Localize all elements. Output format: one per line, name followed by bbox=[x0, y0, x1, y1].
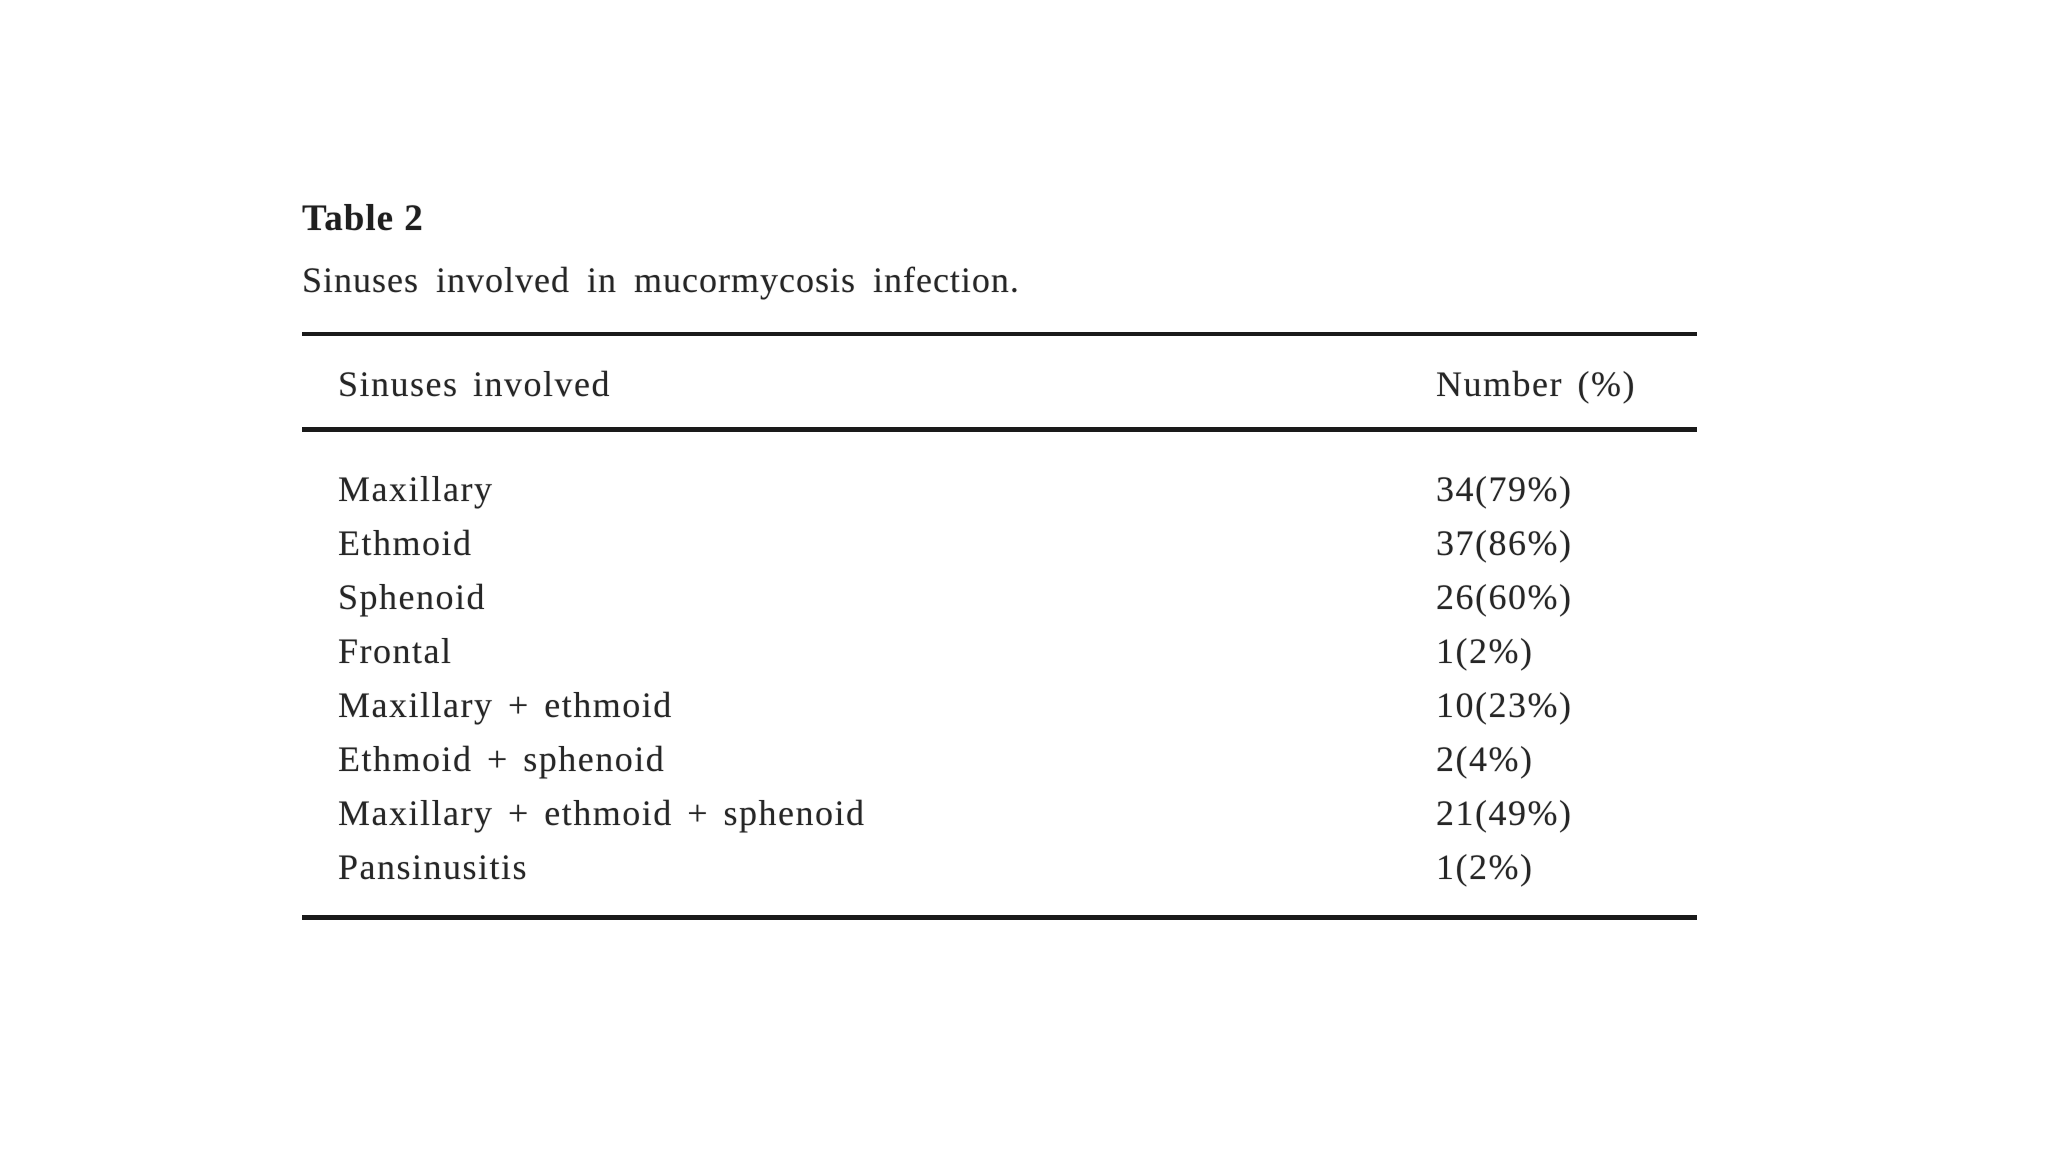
cell-number: 21(49%) bbox=[1436, 793, 1573, 833]
table-row: Maxillary + ethmoid 10(23%) bbox=[302, 678, 1697, 732]
cell-number: 1(2%) bbox=[1436, 847, 1534, 887]
cell-number: 10(23%) bbox=[1436, 685, 1573, 725]
cell-sinus: Sphenoid bbox=[338, 577, 487, 617]
cell-number: 26(60%) bbox=[1436, 577, 1573, 617]
table-header-row: Sinuses involved Number (%) bbox=[302, 336, 1697, 427]
table-2: Table 2 Sinuses involved in mucormycosis… bbox=[302, 196, 1697, 920]
cell-number: 37(86%) bbox=[1436, 523, 1573, 563]
column-header-number: Number (%) bbox=[1436, 364, 1636, 404]
table-row: Frontal 1(2%) bbox=[302, 624, 1697, 678]
table-row: Ethmoid + sphenoid 2(4%) bbox=[302, 732, 1697, 786]
table-rule-header bbox=[302, 427, 1697, 432]
table-caption: Sinuses involved in mucormycosis infecti… bbox=[302, 260, 1020, 300]
table-rule-top bbox=[302, 332, 1697, 336]
cell-sinus: Pansinusitis bbox=[338, 847, 529, 887]
table-rule-bottom bbox=[302, 915, 1697, 920]
table-label: Table 2 bbox=[302, 198, 424, 239]
table-row: Maxillary 34(79%) bbox=[302, 462, 1697, 516]
cell-number: 1(2%) bbox=[1436, 631, 1534, 671]
cell-sinus: Maxillary bbox=[338, 469, 494, 509]
table-body: Maxillary 34(79%) Ethmoid 37(86%) Spheno… bbox=[302, 432, 1697, 915]
column-header-sinuses: Sinuses involved bbox=[338, 364, 612, 404]
cell-sinus: Frontal bbox=[338, 631, 453, 671]
cell-sinus: Ethmoid bbox=[338, 523, 473, 563]
cell-number: 2(4%) bbox=[1436, 739, 1534, 779]
cell-sinus: Ethmoid + sphenoid bbox=[338, 739, 666, 779]
table-row: Sphenoid 26(60%) bbox=[302, 570, 1697, 624]
table-row: Ethmoid 37(86%) bbox=[302, 516, 1697, 570]
cell-number: 34(79%) bbox=[1436, 469, 1573, 509]
cell-sinus: Maxillary + ethmoid bbox=[338, 685, 673, 725]
table-row: Maxillary + ethmoid + sphenoid 21(49%) bbox=[302, 786, 1697, 840]
table-row: Pansinusitis 1(2%) bbox=[302, 840, 1697, 894]
cell-sinus: Maxillary + ethmoid + sphenoid bbox=[338, 793, 866, 833]
